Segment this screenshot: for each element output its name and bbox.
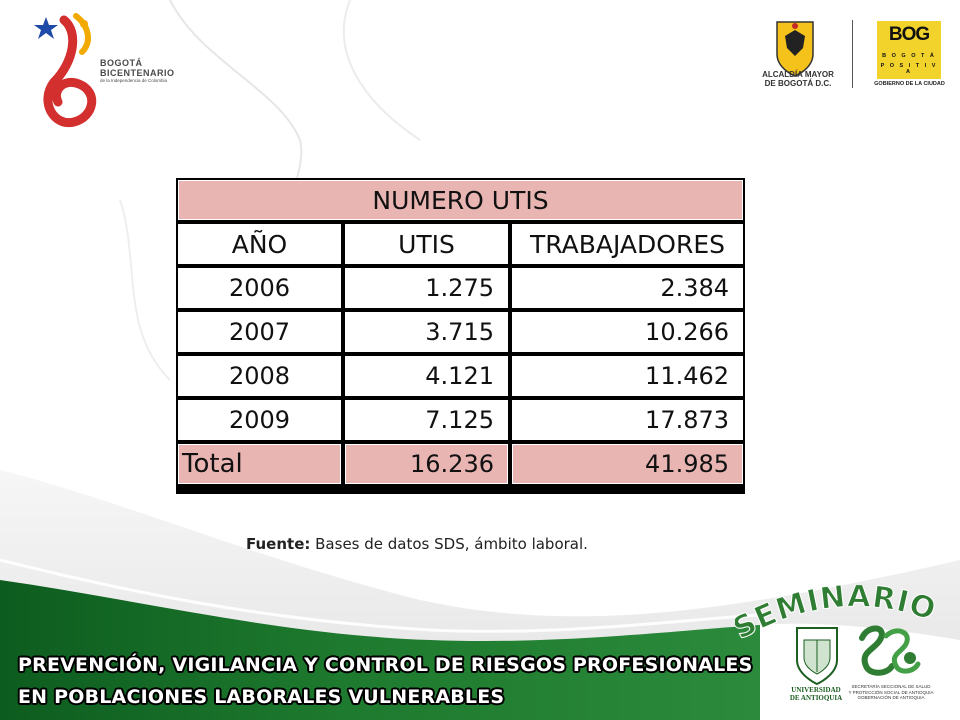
ssa-line2: Y PROTECCIÓN SOCIAL DE ANTIOQUIA (848, 689, 934, 695)
alcaldia-label: ALCALDÍA MAYOR DE BOGOTÁ D.C. (758, 70, 838, 88)
table-title: NUMERO UTIS (176, 178, 746, 222)
utis-cell: 7.125 (343, 398, 510, 442)
table-row: 2009 7.125 17.873 (176, 398, 746, 442)
table-row: 2008 4.121 11.462 (176, 354, 746, 398)
universidad-antioquia-seal-icon (796, 627, 838, 686)
trabajadores-cell: 10.266 (510, 310, 746, 354)
source-label: Fuente: (246, 535, 311, 553)
udea-line2: DE ANTIOQUIA (789, 694, 843, 702)
ssa-label: SECRETARÍA SECCIONAL DE SALUD Y PROTECCI… (846, 684, 936, 701)
bogota-bicentenario-logo (34, 13, 97, 128)
alcaldia-line2: DE BOGOTÁ D.C. (764, 79, 832, 88)
column-header-trabajadores: TRABAJADORES (510, 222, 746, 266)
year-cell: 2006 (176, 266, 343, 310)
footer-title-line1: PREVENCIÓN, VIGILANCIA Y CONTROL DE RIES… (18, 654, 753, 676)
bog-sub1: B O G O T Á (882, 53, 936, 59)
bog-logo: BOG B O G O T Á P O S I T I V A (877, 21, 941, 79)
bicentenario-line1: BOGOTÁ (100, 58, 143, 68)
total-row: Total 16.236 41.985 (176, 442, 746, 486)
footer-title-line2: EN POBLACIONES LABORALES VULNERABLES (18, 686, 505, 708)
bicentenario-line2: BICENTENARIO (100, 68, 175, 78)
year-cell: 2009 (176, 398, 343, 442)
logo-divider (852, 20, 853, 88)
bicentenario-wordmark: BOGOTÁ BICENTENARIO de la Independencia … (100, 58, 175, 84)
udea-line1: UNIVERSIDAD (791, 686, 841, 694)
ssa-line3: GOBERNACIÓN DE ANTIOQUIA (857, 695, 925, 700)
total-utis: 16.236 (343, 442, 510, 486)
trabajadores-cell: 2.384 (510, 266, 746, 310)
alcaldia-shield-icon (776, 21, 814, 77)
total-trabajadores: 41.985 (510, 442, 746, 486)
source-note: Fuente: Bases de datos SDS, ámbito labor… (246, 535, 588, 553)
year-cell: 2008 (176, 354, 343, 398)
utis-cell: 1.275 (343, 266, 510, 310)
utis-cell: 4.121 (343, 354, 510, 398)
ssa-line1: SECRETARÍA SECCIONAL DE SALUD (851, 684, 931, 689)
year-cell: 2007 (176, 310, 343, 354)
column-header-year: AÑO (176, 222, 343, 266)
trabajadores-cell: 17.873 (510, 398, 746, 442)
table-row: 2007 3.715 10.266 (176, 310, 746, 354)
alcaldia-line1: ALCALDÍA MAYOR (762, 70, 834, 79)
bog-sub2: P O S I T I V A (880, 63, 938, 75)
total-label: Total (176, 442, 343, 486)
table-row: 2006 1.275 2.384 (176, 266, 746, 310)
utis-table-frame: NUMERO UTIS AÑO UTIS TRABAJADORES 2006 1… (176, 178, 746, 494)
utis-table: NUMERO UTIS AÑO UTIS TRABAJADORES 2006 1… (176, 178, 746, 486)
udea-label: UNIVERSIDAD DE ANTIOQUIA (776, 686, 856, 702)
bicentenario-line3: de la Independencia de Colombia (100, 78, 168, 83)
utis-cell: 3.715 (343, 310, 510, 354)
column-header-utis: UTIS (343, 222, 510, 266)
bog-title: BOG (888, 24, 930, 45)
trabajadores-cell: 11.462 (510, 354, 746, 398)
gobierno-label: GOBIERNO DE LA CIUDAD (874, 81, 945, 87)
secretaria-salud-logo-icon (859, 625, 921, 676)
source-text: Bases de datos SDS, ámbito laboral. (310, 535, 588, 553)
